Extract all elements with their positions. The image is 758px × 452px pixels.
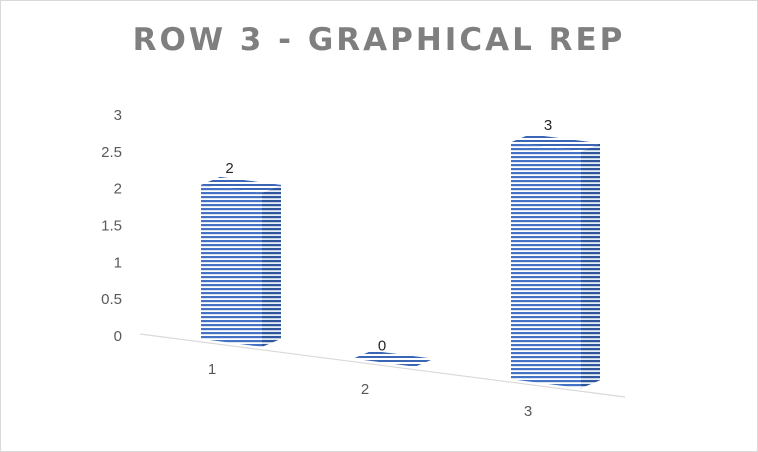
bar (353, 350, 434, 367)
bar-top-face (201, 176, 281, 193)
data-label: 3 (544, 117, 552, 134)
x-tick-label: 2 (361, 381, 369, 398)
bar-side-face (581, 143, 600, 389)
data-label: 0 (378, 338, 386, 355)
y-tick-label: 2 (114, 181, 122, 198)
y-tick-label: 1 (114, 254, 122, 271)
bar-top-face (353, 350, 434, 367)
y-tick-label: 0.5 (101, 291, 122, 308)
y-tick-label: 2.5 (101, 144, 122, 161)
y-tick-label: 3 (114, 107, 122, 124)
bar (511, 134, 600, 389)
data-label: 2 (225, 160, 233, 177)
bar-top-face (511, 134, 600, 152)
y-tick-label: 1.5 (101, 218, 122, 235)
chart-title: ROW 3 - GRAPHICAL REP (132, 22, 626, 58)
bar (201, 176, 281, 347)
bar-side-face (262, 184, 281, 347)
bar-front-face (201, 184, 262, 347)
bar-front-face (511, 142, 581, 389)
x-axis-line (139, 333, 626, 398)
x-tick-label: 3 (524, 403, 532, 420)
x-tick-label: 1 (208, 361, 216, 378)
y-tick-label: 0 (114, 328, 122, 345)
